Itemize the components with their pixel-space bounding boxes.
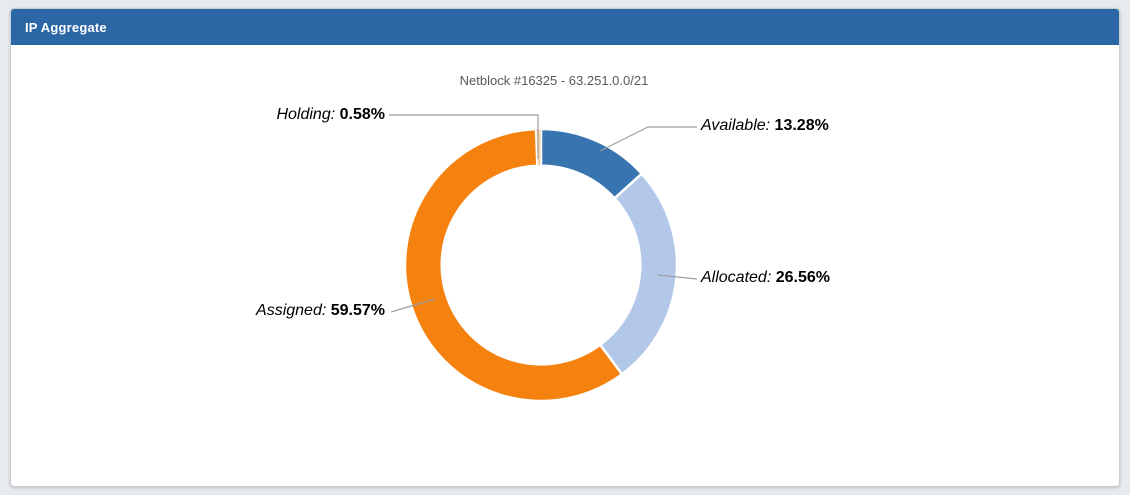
assigned-label-name: Assigned: bbox=[256, 302, 327, 319]
panel-title: IP Aggregate bbox=[25, 19, 107, 35]
panel-body: Netblock #16325 - 63.251.0.0/21 Holding:… bbox=[11, 45, 1119, 486]
holding-leader-line bbox=[389, 114, 539, 159]
assigned-slice-label: Assigned: 59.57% bbox=[256, 302, 385, 320]
donut-slices bbox=[403, 127, 679, 403]
assigned-label-value: 59.57% bbox=[330, 302, 385, 319]
available-label-value: 13.28% bbox=[774, 117, 829, 134]
slice-assigned[interactable] bbox=[403, 127, 624, 403]
ip-aggregate-panel: IP Aggregate Netblock #16325 - 63.251.0.… bbox=[10, 8, 1120, 487]
assigned-leader-line bbox=[390, 298, 436, 313]
panel-header: IP Aggregate bbox=[11, 9, 1119, 45]
available-label-name: Available: bbox=[701, 117, 771, 134]
leader-lines bbox=[389, 114, 698, 313]
chart-title: Netblock #16325 - 63.251.0.0/21 bbox=[459, 73, 649, 88]
holding-label-value: 0.58% bbox=[339, 106, 385, 123]
allocated-slice-label: Allocated: 26.56% bbox=[701, 269, 830, 287]
holding-label-name: Holding: bbox=[276, 106, 336, 123]
donut-chart bbox=[389, 114, 698, 403]
allocated-label-value: 26.56% bbox=[775, 269, 830, 286]
allocated-label-name: Allocated: bbox=[701, 269, 772, 286]
allocated-leader-line bbox=[657, 274, 698, 280]
holding-slice-label: Holding: 0.58% bbox=[276, 106, 385, 124]
available-leader-line bbox=[599, 126, 697, 152]
available-slice-label: Available: 13.28% bbox=[701, 117, 829, 135]
slice-allocated[interactable] bbox=[598, 172, 679, 376]
